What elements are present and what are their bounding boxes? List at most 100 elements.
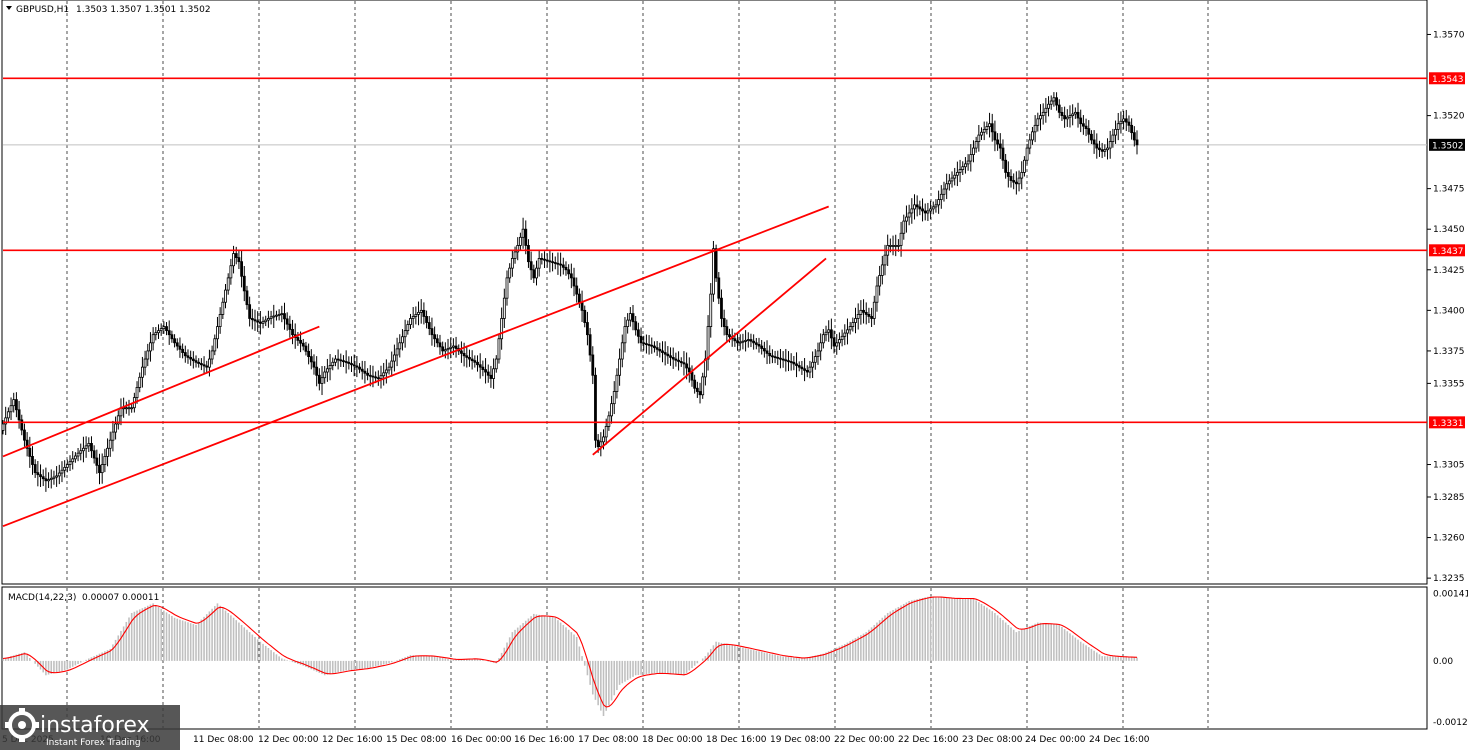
candle <box>931 201 935 215</box>
candle <box>797 361 801 372</box>
candle <box>79 443 83 461</box>
candle <box>199 358 203 371</box>
candle <box>360 360 364 380</box>
candle <box>497 334 501 364</box>
candle <box>923 203 927 221</box>
candle <box>1071 104 1075 126</box>
candle <box>366 368 369 381</box>
candle <box>401 329 404 351</box>
candle <box>843 324 847 346</box>
candle <box>800 360 804 375</box>
chart-menu-triangle-icon[interactable] <box>6 6 12 10</box>
candle <box>961 161 965 176</box>
level-tag <box>1429 72 1465 85</box>
candle <box>1063 106 1067 128</box>
trend-line[interactable] <box>2 205 830 528</box>
candle <box>82 436 85 463</box>
candle <box>1068 105 1072 128</box>
candle <box>1106 138 1109 160</box>
candle <box>124 401 128 414</box>
candle <box>636 322 640 344</box>
x-tick-label: 19 Dec 08:00 <box>770 735 831 745</box>
candle <box>1041 103 1045 125</box>
candle <box>390 351 394 377</box>
candle <box>1009 169 1013 188</box>
candle <box>165 322 168 336</box>
candle <box>859 300 863 325</box>
candle <box>194 355 198 368</box>
candle <box>701 372 705 399</box>
candle <box>481 360 485 377</box>
candle <box>586 311 589 346</box>
candle <box>628 307 632 327</box>
candle <box>478 353 482 379</box>
candle <box>1127 115 1131 133</box>
candle <box>269 310 273 325</box>
candle <box>301 338 305 351</box>
candle <box>6 407 10 423</box>
macd-label: MACD(14,22,3) <box>8 593 76 603</box>
candle <box>516 237 520 261</box>
candle <box>776 350 780 366</box>
candle <box>736 332 739 351</box>
candle <box>55 466 59 487</box>
candle <box>551 252 554 272</box>
candle <box>157 324 160 339</box>
candle <box>387 362 391 375</box>
candle <box>422 302 426 325</box>
candle <box>1087 120 1091 143</box>
macd-signal-line <box>2 596 1138 708</box>
candle <box>792 355 796 371</box>
candle <box>655 341 659 356</box>
candle <box>1092 130 1096 154</box>
candle <box>384 359 388 384</box>
candle <box>250 308 254 330</box>
candle <box>248 296 252 327</box>
candle <box>717 272 721 305</box>
logo-background <box>0 705 180 750</box>
y-tick-label: 1.3285 <box>1433 493 1465 503</box>
candle <box>513 246 517 264</box>
candle <box>71 451 75 470</box>
macd-y-tick-label: 0.00 <box>1433 657 1453 667</box>
candle <box>135 381 139 404</box>
candle <box>141 356 144 388</box>
candle <box>752 334 756 350</box>
candle <box>36 460 40 487</box>
candle <box>1057 99 1061 119</box>
candle <box>186 349 190 364</box>
x-tick-label: 18 Dec 00:00 <box>642 735 703 745</box>
candle <box>350 356 353 372</box>
candle <box>1095 133 1099 159</box>
y-tick-label: 1.3305 <box>1433 461 1465 471</box>
candle <box>738 334 742 351</box>
candle <box>73 452 77 463</box>
candle <box>355 356 359 378</box>
x-tick-label: 16 Dec 00:00 <box>451 735 512 745</box>
candle <box>982 121 986 141</box>
candle <box>532 264 536 284</box>
candle <box>116 410 120 430</box>
candle <box>446 338 450 360</box>
trend-line[interactable] <box>2 325 320 458</box>
candle <box>510 249 514 277</box>
level-tag-label: 1.3437 <box>1432 247 1464 257</box>
candle <box>489 365 493 388</box>
candle <box>939 185 943 209</box>
candle <box>363 360 367 384</box>
candle <box>218 307 222 334</box>
candle <box>754 337 758 350</box>
candle <box>977 124 981 152</box>
candle <box>583 305 587 328</box>
candle <box>76 448 80 462</box>
candle <box>1076 102 1080 128</box>
candle <box>309 349 313 370</box>
candle <box>612 381 616 415</box>
candle <box>505 270 509 306</box>
candle <box>1132 126 1136 147</box>
candle <box>821 329 825 349</box>
trend-line[interactable] <box>592 257 827 456</box>
candle <box>947 174 951 191</box>
